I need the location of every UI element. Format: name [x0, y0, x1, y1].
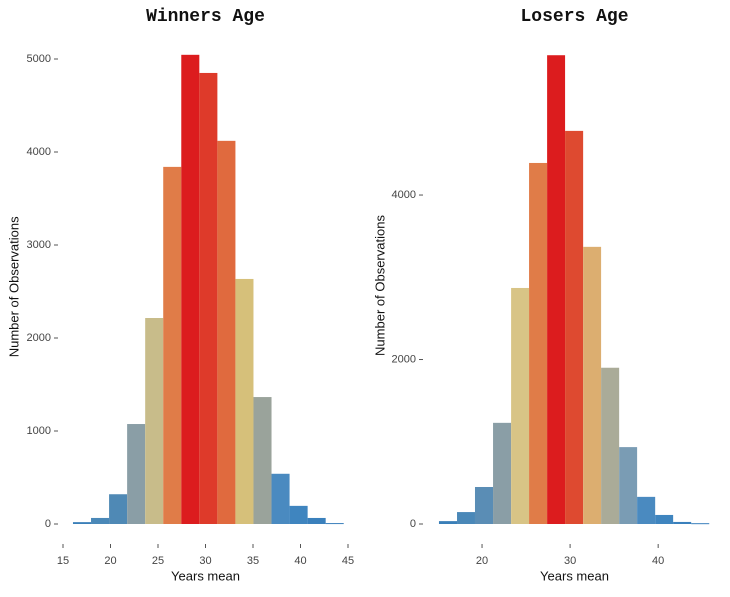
chart-title: Winners Age: [146, 7, 265, 27]
y-tick-label: 2000: [27, 332, 51, 344]
x-tick-label: 30: [199, 555, 211, 567]
bar: [637, 496, 656, 524]
y-tick-label: 4000: [27, 146, 51, 158]
bar: [181, 54, 200, 524]
bar: [474, 486, 494, 524]
bar: [163, 166, 182, 524]
bar: [217, 140, 236, 524]
bar: [655, 514, 674, 524]
bar: [619, 447, 638, 524]
y-tick-label: 0: [410, 518, 416, 530]
x-axis-label: Years mean: [171, 568, 240, 583]
bar: [438, 521, 458, 524]
bar: [199, 72, 218, 524]
bar: [673, 521, 692, 524]
chart-title: Losers Age: [520, 7, 628, 27]
bar: [529, 162, 548, 525]
bar: [691, 523, 710, 525]
x-tick-label: 25: [152, 555, 164, 567]
y-tick-label: 4000: [392, 189, 416, 201]
x-axis-label: Years mean: [540, 568, 609, 583]
y-tick-label: 2000: [392, 353, 416, 365]
x-tick-label: 20: [104, 555, 116, 567]
bar: [307, 517, 326, 524]
y-tick-label: 3000: [27, 239, 51, 251]
bar: [235, 278, 254, 524]
x-tick-label: 20: [476, 555, 488, 567]
bar: [253, 397, 272, 524]
bar: [325, 523, 344, 525]
x-tick-label: 35: [247, 555, 259, 567]
bar: [289, 505, 308, 524]
bar: [565, 130, 584, 524]
bar: [547, 55, 566, 525]
x-tick-label: 15: [57, 555, 69, 567]
bar: [145, 318, 164, 524]
bar: [109, 494, 128, 524]
bar: [601, 367, 620, 524]
x-tick-label: 40: [294, 555, 306, 567]
x-tick-label: 45: [342, 555, 354, 567]
bar: [72, 522, 92, 524]
x-tick-label: 30: [564, 555, 576, 567]
bar: [91, 517, 110, 524]
bar: [583, 246, 602, 524]
bar: [457, 512, 475, 524]
x-tick-label: 40: [652, 555, 664, 567]
y-tick-label: 1000: [27, 425, 51, 437]
y-axis-label: Number of Observations: [6, 216, 21, 357]
bar: [511, 287, 530, 524]
y-tick-label: 0: [45, 518, 51, 530]
y-axis-label: Number of Observations: [372, 215, 387, 356]
bar: [127, 424, 146, 524]
bar: [271, 473, 290, 524]
y-tick-label: 5000: [27, 53, 51, 65]
bar: [493, 422, 512, 524]
